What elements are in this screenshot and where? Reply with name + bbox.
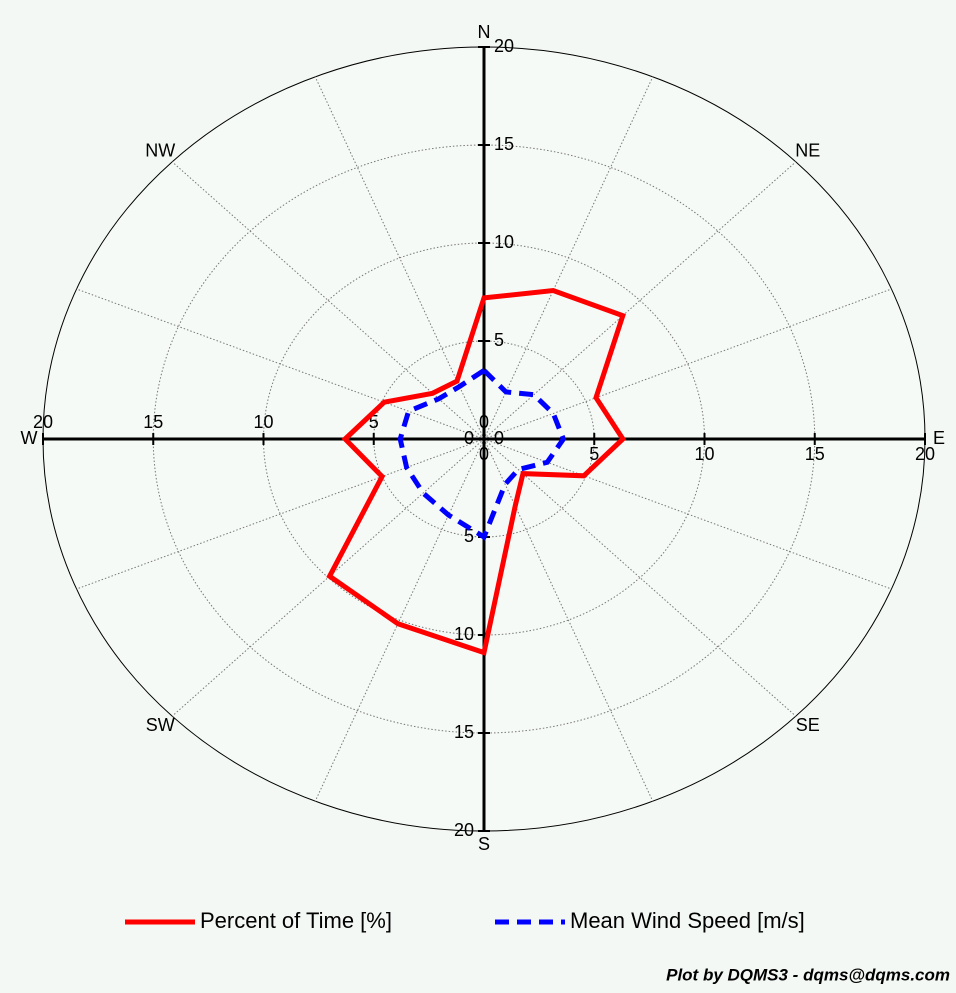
tick-label: 0 [479,444,489,464]
tick-label: 5 [494,330,504,350]
tick-label: 20 [454,820,474,840]
tick-label: 20 [494,36,514,56]
legend-label: Percent of Time [%] [200,908,392,933]
tick-label: 10 [694,444,714,464]
direction-label: W [21,428,38,448]
direction-label: SW [146,715,175,735]
tick-label: 0 [479,412,489,432]
credit: Plot by DQMS3 - dqms@dqms.com [666,965,950,984]
tick-label: 15 [143,412,163,432]
direction-label: SE [796,715,820,735]
tick-label: 15 [454,722,474,742]
tick-label: 10 [454,624,474,644]
direction-label: NE [795,141,820,161]
direction-label: N [478,22,491,42]
legend-label: Mean Wind Speed [m/s] [570,908,805,933]
tick-label: 10 [253,412,273,432]
page: Plot by DQMS3 - dqms@dqms.com 0000555510… [0,0,956,993]
tick-label: 0 [464,428,474,448]
tick-label: 10 [494,232,514,252]
tick-label: 15 [494,134,514,154]
direction-label: E [933,428,945,448]
direction-label: S [478,834,490,854]
chart: Plot by DQMS3 - dqms@dqms.com 0000555510… [0,0,956,993]
direction-label: NW [145,141,175,161]
tick-label: 15 [805,444,825,464]
tick-label: 0 [494,428,504,448]
